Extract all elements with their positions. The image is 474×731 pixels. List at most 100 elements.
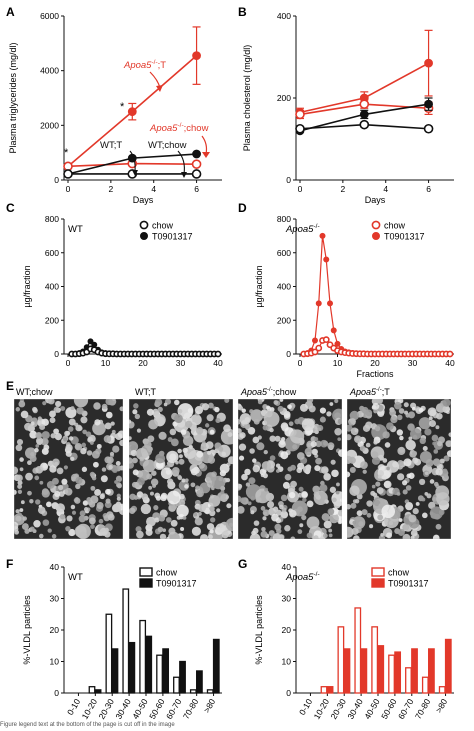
vldl-particle bbox=[337, 437, 342, 442]
y-tick-label: 6000 bbox=[40, 11, 59, 21]
vldl-particle bbox=[110, 421, 115, 426]
vldl-particle bbox=[154, 399, 163, 406]
vldl-particle bbox=[91, 450, 100, 459]
vldl-particle bbox=[382, 458, 388, 463]
vldl-particle bbox=[112, 445, 120, 453]
vldl-particle bbox=[117, 477, 122, 482]
vldl-particle bbox=[82, 500, 89, 506]
vldl-particle bbox=[353, 435, 362, 444]
vldl-particle bbox=[220, 490, 225, 495]
vldl-particle bbox=[160, 494, 167, 502]
x-tick-label: >80 bbox=[433, 697, 449, 715]
y-tick-label: 200 bbox=[277, 93, 291, 103]
chart-fractions-apoa5: 0 200 400 600 800 0 10 20 30 40 Fractions µg/fracti… bbox=[254, 214, 455, 379]
legend-label: chow bbox=[152, 221, 174, 231]
vldl-particle bbox=[247, 501, 252, 506]
x-tick-label: >80 bbox=[201, 697, 217, 715]
data-point bbox=[192, 149, 201, 159]
vldl-particle bbox=[428, 416, 433, 421]
vldl-particle bbox=[78, 515, 86, 523]
vldl-particle bbox=[65, 407, 77, 419]
vldl-particle bbox=[170, 519, 178, 527]
annotation-arrowhead bbox=[132, 170, 138, 176]
bar bbox=[179, 660, 186, 694]
vldl-particle bbox=[389, 409, 397, 417]
vldl-particle bbox=[370, 490, 376, 496]
panel-letter-c: C bbox=[6, 201, 15, 215]
vldl-particle bbox=[217, 492, 227, 501]
vldl-particle bbox=[238, 483, 243, 489]
vldl-particle bbox=[303, 465, 311, 474]
vldl-particle bbox=[272, 506, 279, 512]
x-tick-label: 20 bbox=[370, 358, 380, 368]
vldl-particle bbox=[27, 490, 32, 496]
vldl-particle bbox=[421, 497, 426, 502]
vldl-particle bbox=[42, 519, 50, 526]
vldl-particle bbox=[376, 399, 384, 404]
legend-label: chow bbox=[388, 568, 410, 578]
bar bbox=[156, 654, 163, 694]
vldl-particle bbox=[437, 440, 443, 447]
bar bbox=[128, 641, 136, 694]
vldl-particle bbox=[269, 435, 276, 442]
vldl-particle bbox=[92, 421, 106, 436]
vldl-particle bbox=[239, 413, 252, 425]
annotation-arrowhead bbox=[202, 152, 210, 158]
vldl-particle bbox=[227, 432, 233, 437]
vldl-particle bbox=[43, 444, 50, 451]
data-point bbox=[423, 123, 434, 134]
vldl-particle bbox=[34, 475, 40, 481]
vldl-particle bbox=[260, 506, 266, 511]
vldl-particle bbox=[134, 413, 141, 420]
vldl-particle bbox=[30, 421, 35, 426]
x-tick-label: 70-80 bbox=[413, 697, 433, 720]
bar bbox=[354, 607, 362, 694]
vldl-particle bbox=[190, 414, 202, 426]
vldl-particle bbox=[159, 533, 167, 539]
vldl-particle bbox=[117, 430, 123, 439]
micrograph-label-wt-t: WT;T bbox=[135, 387, 156, 397]
vldl-particle bbox=[197, 511, 202, 516]
vldl-particle bbox=[280, 510, 289, 519]
vldl-particle bbox=[329, 486, 337, 493]
vldl-particle bbox=[290, 429, 305, 444]
vldl-particle bbox=[262, 509, 270, 517]
bar bbox=[196, 670, 203, 694]
annotation-wt-t: WT;T bbox=[100, 140, 122, 151]
vldl-particle bbox=[180, 429, 187, 435]
vldl-particle bbox=[362, 469, 367, 474]
vldl-particle bbox=[317, 427, 322, 431]
chart-diameter-wt: 0102030400-1010-2020-3030-4040-5050-6060… bbox=[22, 562, 222, 720]
data-point bbox=[359, 119, 370, 130]
vldl-particle bbox=[334, 427, 342, 436]
vldl-particle bbox=[226, 503, 232, 509]
vldl-particle bbox=[347, 526, 354, 538]
vldl-particle bbox=[149, 491, 154, 496]
data-point bbox=[295, 109, 305, 120]
vldl-particle bbox=[402, 524, 409, 531]
vldl-particle bbox=[30, 452, 35, 457]
data-point bbox=[359, 110, 369, 119]
vldl-particle bbox=[114, 480, 118, 484]
vldl-particle bbox=[35, 444, 40, 448]
vldl-particle bbox=[157, 526, 164, 533]
vldl-particle bbox=[322, 440, 329, 446]
bar bbox=[320, 686, 328, 694]
vldl-particle bbox=[14, 489, 17, 495]
vldl-particle bbox=[19, 457, 24, 462]
x-tick-label: 2 bbox=[340, 184, 345, 194]
vldl-particle bbox=[348, 456, 356, 464]
vldl-particle bbox=[83, 507, 89, 512]
vldl-particle bbox=[70, 504, 76, 510]
vldl-particle bbox=[147, 435, 155, 443]
vldl-particle bbox=[107, 513, 115, 521]
vldl-particle bbox=[319, 407, 327, 414]
vldl-particle bbox=[176, 515, 181, 520]
micrograph-label-wt-chow: WT;chow bbox=[16, 387, 53, 397]
vldl-particle bbox=[405, 485, 412, 491]
vldl-particle bbox=[131, 481, 138, 488]
vldl-particle bbox=[277, 405, 284, 412]
vldl-particle bbox=[65, 525, 71, 532]
vldl-particle bbox=[112, 503, 122, 513]
